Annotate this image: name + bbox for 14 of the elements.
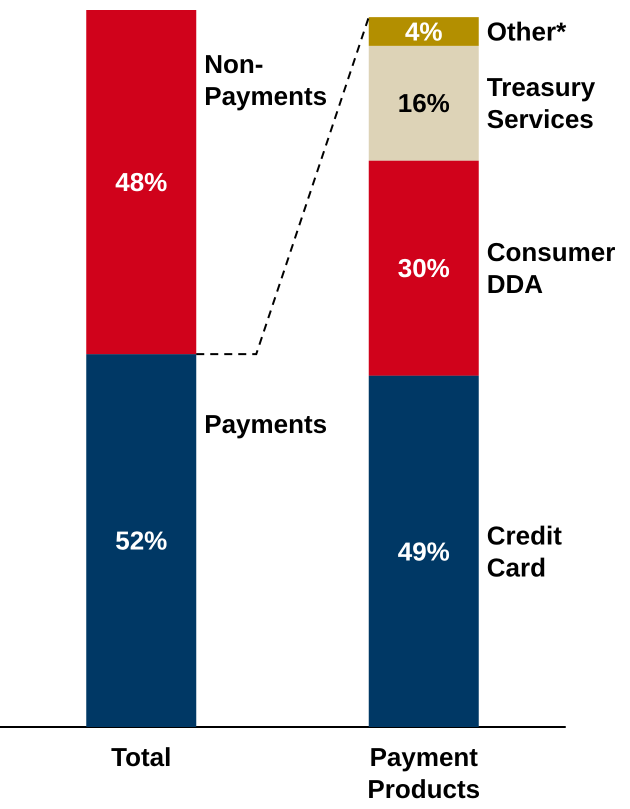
series-label: Other* [486,16,568,47]
data-label: 52% [115,526,168,556]
series-label: Payments [204,409,328,440]
series-label: Consumer DDA [486,237,616,300]
series-label: Treasury Services [486,72,596,134]
x-tick-label: Total [111,742,172,772]
series-label: Non- Payments [204,49,328,111]
x-tick-label: Payment Products [367,742,480,804]
data-label: 48% [115,167,168,198]
series-label: Credit Card [486,520,562,582]
data-label: 49% [398,536,450,566]
data-label: 16% [398,88,450,118]
data-label: 30% [398,253,450,284]
data-label: 4% [404,16,443,47]
